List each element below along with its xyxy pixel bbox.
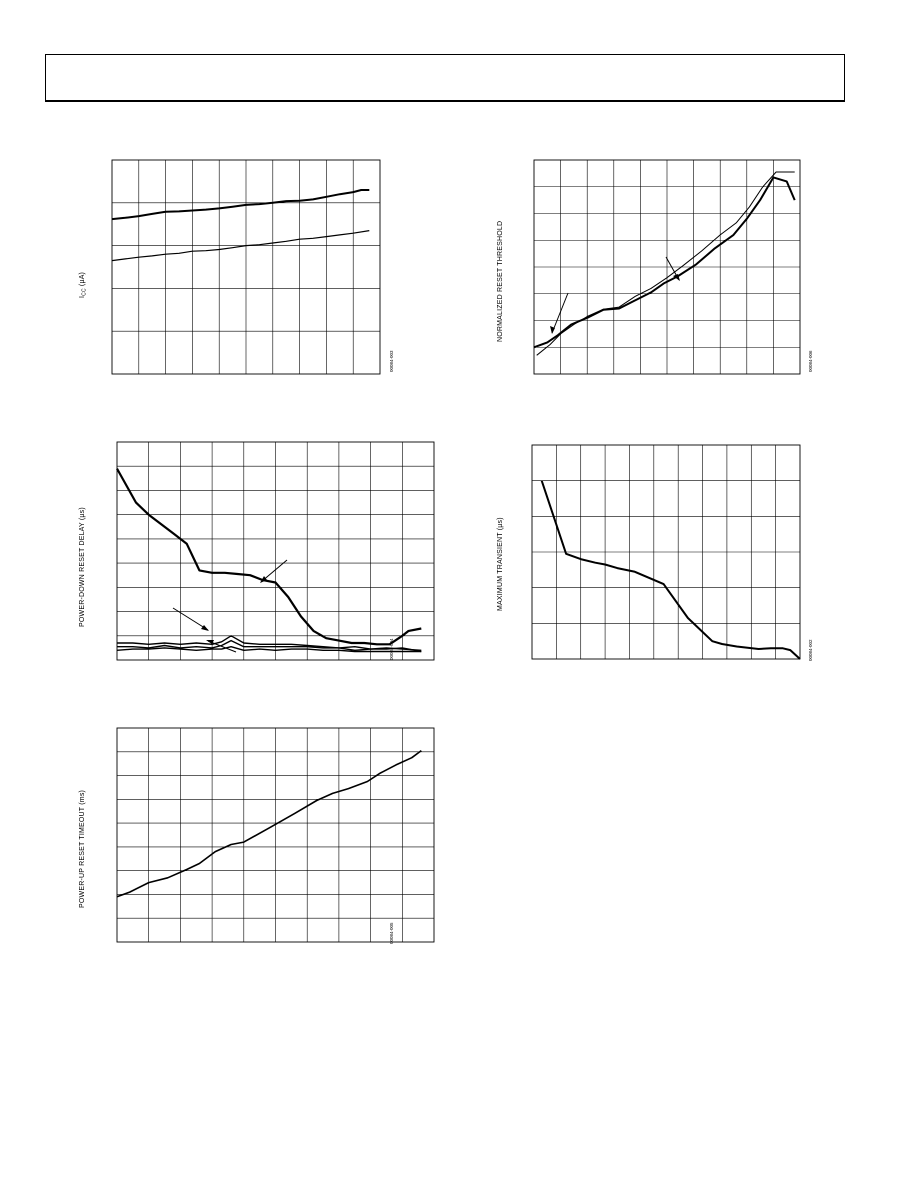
series-line-1 — [111, 189, 370, 221]
y-axis-label: ICC (µA) — [79, 272, 88, 298]
y-axis-label: MAXIMUM TRANSIENT (µs) — [497, 517, 504, 611]
series-line-1 — [540, 480, 801, 660]
series-line-2 — [536, 171, 795, 356]
series-line-1 — [116, 468, 422, 646]
plot-frame — [531, 444, 801, 660]
plot-frame — [116, 441, 435, 661]
figure-id: 00084-004 — [389, 638, 394, 660]
annotation-arrow — [550, 171, 790, 334]
y-axis-label: POWER-UP RESET TIMEOUT (ms) — [79, 790, 86, 908]
series-line-3 — [117, 635, 422, 651]
series-line-2 — [111, 230, 370, 262]
plot-area — [531, 444, 801, 660]
chart-power-down-delay: POWER-DOWN RESET DELAY (µs) 00084-004 — [79, 441, 435, 661]
plot-frame — [533, 159, 801, 375]
chart-threshold: NORMALIZED RESET THRESHOLD 00084-006 — [497, 159, 813, 375]
plot-area — [533, 159, 801, 375]
plot-frame — [116, 727, 435, 943]
series-line-1 — [533, 176, 796, 349]
series-line-4 — [117, 639, 422, 653]
y-axis-label: POWER-DOWN RESET DELAY (µs) — [79, 507, 86, 627]
series-line-2 — [116, 645, 422, 653]
annotation-arrow — [172, 559, 288, 653]
chart-power-up-timeout: POWER-UP RESET TIMEOUT (ms) 00084-005 — [79, 727, 435, 944]
series-line-1 — [116, 749, 422, 898]
plot-area — [116, 727, 435, 943]
figure-id: 00084-003 — [389, 350, 394, 372]
plot-frame — [111, 159, 381, 375]
chart-max-transient: MAXIMUM TRANSIENT (µs) 00084-002 — [497, 444, 813, 661]
chart-icc: ICC (µA) 00084-003 — [79, 159, 394, 375]
page-header-box — [45, 54, 845, 102]
figure-id: 00084-006 — [808, 350, 813, 372]
y-axis-label: NORMALIZED RESET THRESHOLD — [497, 221, 504, 342]
figure-id: 00084-005 — [389, 922, 394, 944]
plot-area — [111, 159, 381, 375]
figure-id: 00084-002 — [808, 639, 813, 661]
plot-area — [116, 441, 435, 661]
